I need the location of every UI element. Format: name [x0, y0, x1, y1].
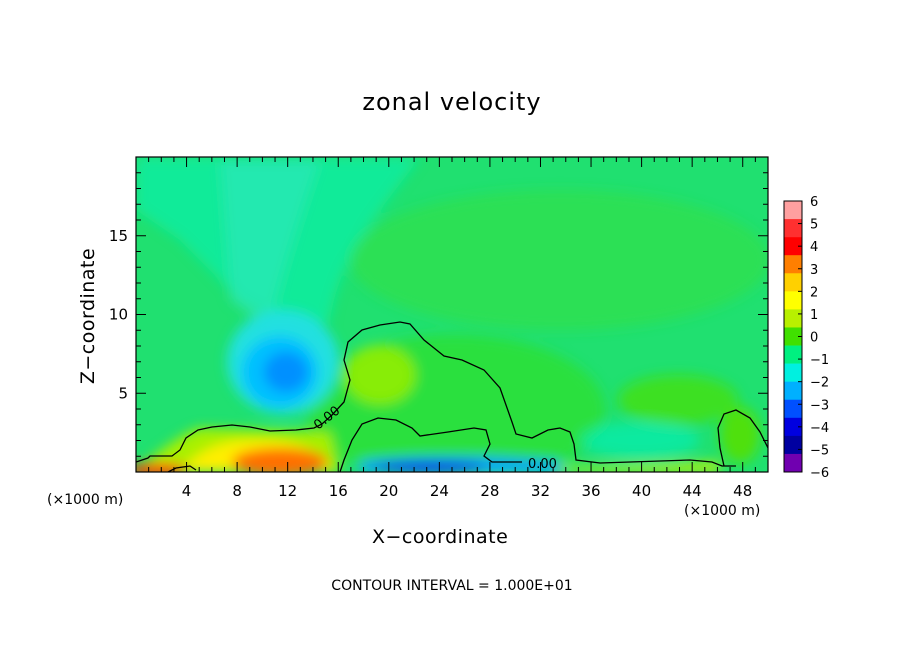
x-tick-label: 40 [632, 482, 651, 500]
x-tick-label: 16 [329, 482, 348, 500]
x-tick-label: 44 [683, 482, 702, 500]
colorbar-swatch [784, 219, 802, 238]
x-tick-label: 48 [733, 482, 752, 500]
x-scale-note-left: (×1000 m) [47, 492, 124, 508]
zero-contours [136, 321, 768, 472]
y-tick-label: 5 [118, 384, 128, 402]
x-tick-label: 4 [182, 482, 192, 500]
colorbar-swatch [784, 201, 802, 220]
colorbar-label: −4 [810, 421, 829, 436]
colorbar-label: −1 [810, 353, 829, 368]
x-tick-label: 12 [278, 482, 297, 500]
colorbar-label: 1 [810, 308, 818, 323]
contour-interval-note: CONTOUR INTERVAL = 1.000E+01 [331, 578, 573, 594]
colorbar-swatch [784, 417, 802, 437]
colorbar-label: −2 [810, 376, 829, 391]
colorbar-label: 2 [810, 285, 818, 300]
x-axis-label: X−coordinate [372, 526, 509, 548]
colorbar-swatch [784, 327, 802, 346]
x-scale-note-right: (×1000 m) [684, 503, 761, 519]
zero-contour-line [167, 465, 197, 472]
colorbar-swatch [784, 399, 802, 419]
colorbar-swatch [784, 237, 802, 256]
colorbar-swatch [784, 363, 802, 382]
colorbar-swatch [784, 381, 802, 401]
x-tick-label: 36 [581, 482, 600, 500]
colorbar-label: 6 [810, 195, 818, 210]
colorbar-label: 4 [810, 240, 818, 255]
colorbar-label: −5 [810, 443, 829, 458]
x-tick-label: 32 [531, 482, 550, 500]
colorbar-swatch [784, 273, 802, 292]
velocity-field [136, 157, 768, 472]
colorbar-labels: 6 5 4 3 2 1 0 −1 −2 −3 −4 −5 −6 [810, 195, 829, 481]
contour-label: 0.00 [528, 457, 557, 472]
colorbar-label: 5 [810, 218, 818, 233]
chart-title: zonal velocity [362, 88, 542, 116]
colorbar-swatch [784, 309, 802, 328]
colorbar-label: −6 [810, 466, 829, 481]
zero-contour-line [717, 409, 768, 467]
colorbar-label: −3 [810, 398, 829, 413]
x-tick-label: 20 [379, 482, 398, 500]
colorbar-swatch [784, 435, 802, 455]
colorbar-label: 0 [810, 331, 818, 346]
x-tick-label: 8 [232, 482, 242, 500]
x-tick-labels: 4 8 12 16 20 24 28 32 36 40 44 48 [182, 482, 752, 500]
y-tick-labels: 5 10 15 [109, 227, 128, 403]
colorbar-swatch [784, 345, 802, 364]
colorbar-label: 3 [810, 263, 818, 278]
x-tick-label: 24 [430, 482, 449, 500]
colorbar-swatch [784, 255, 802, 274]
y-tick-label: 10 [109, 306, 128, 324]
axis-ticks [136, 157, 768, 472]
colorbar-swatch [784, 291, 802, 310]
colorbar [783, 200, 803, 473]
y-axis-label: Z−coordinate [77, 247, 99, 385]
x-tick-label: 28 [480, 482, 499, 500]
colorbar-swatch [784, 453, 802, 473]
y-tick-label: 15 [109, 227, 128, 245]
zero-contour-line [339, 417, 522, 472]
zero-contour-line [136, 321, 736, 467]
